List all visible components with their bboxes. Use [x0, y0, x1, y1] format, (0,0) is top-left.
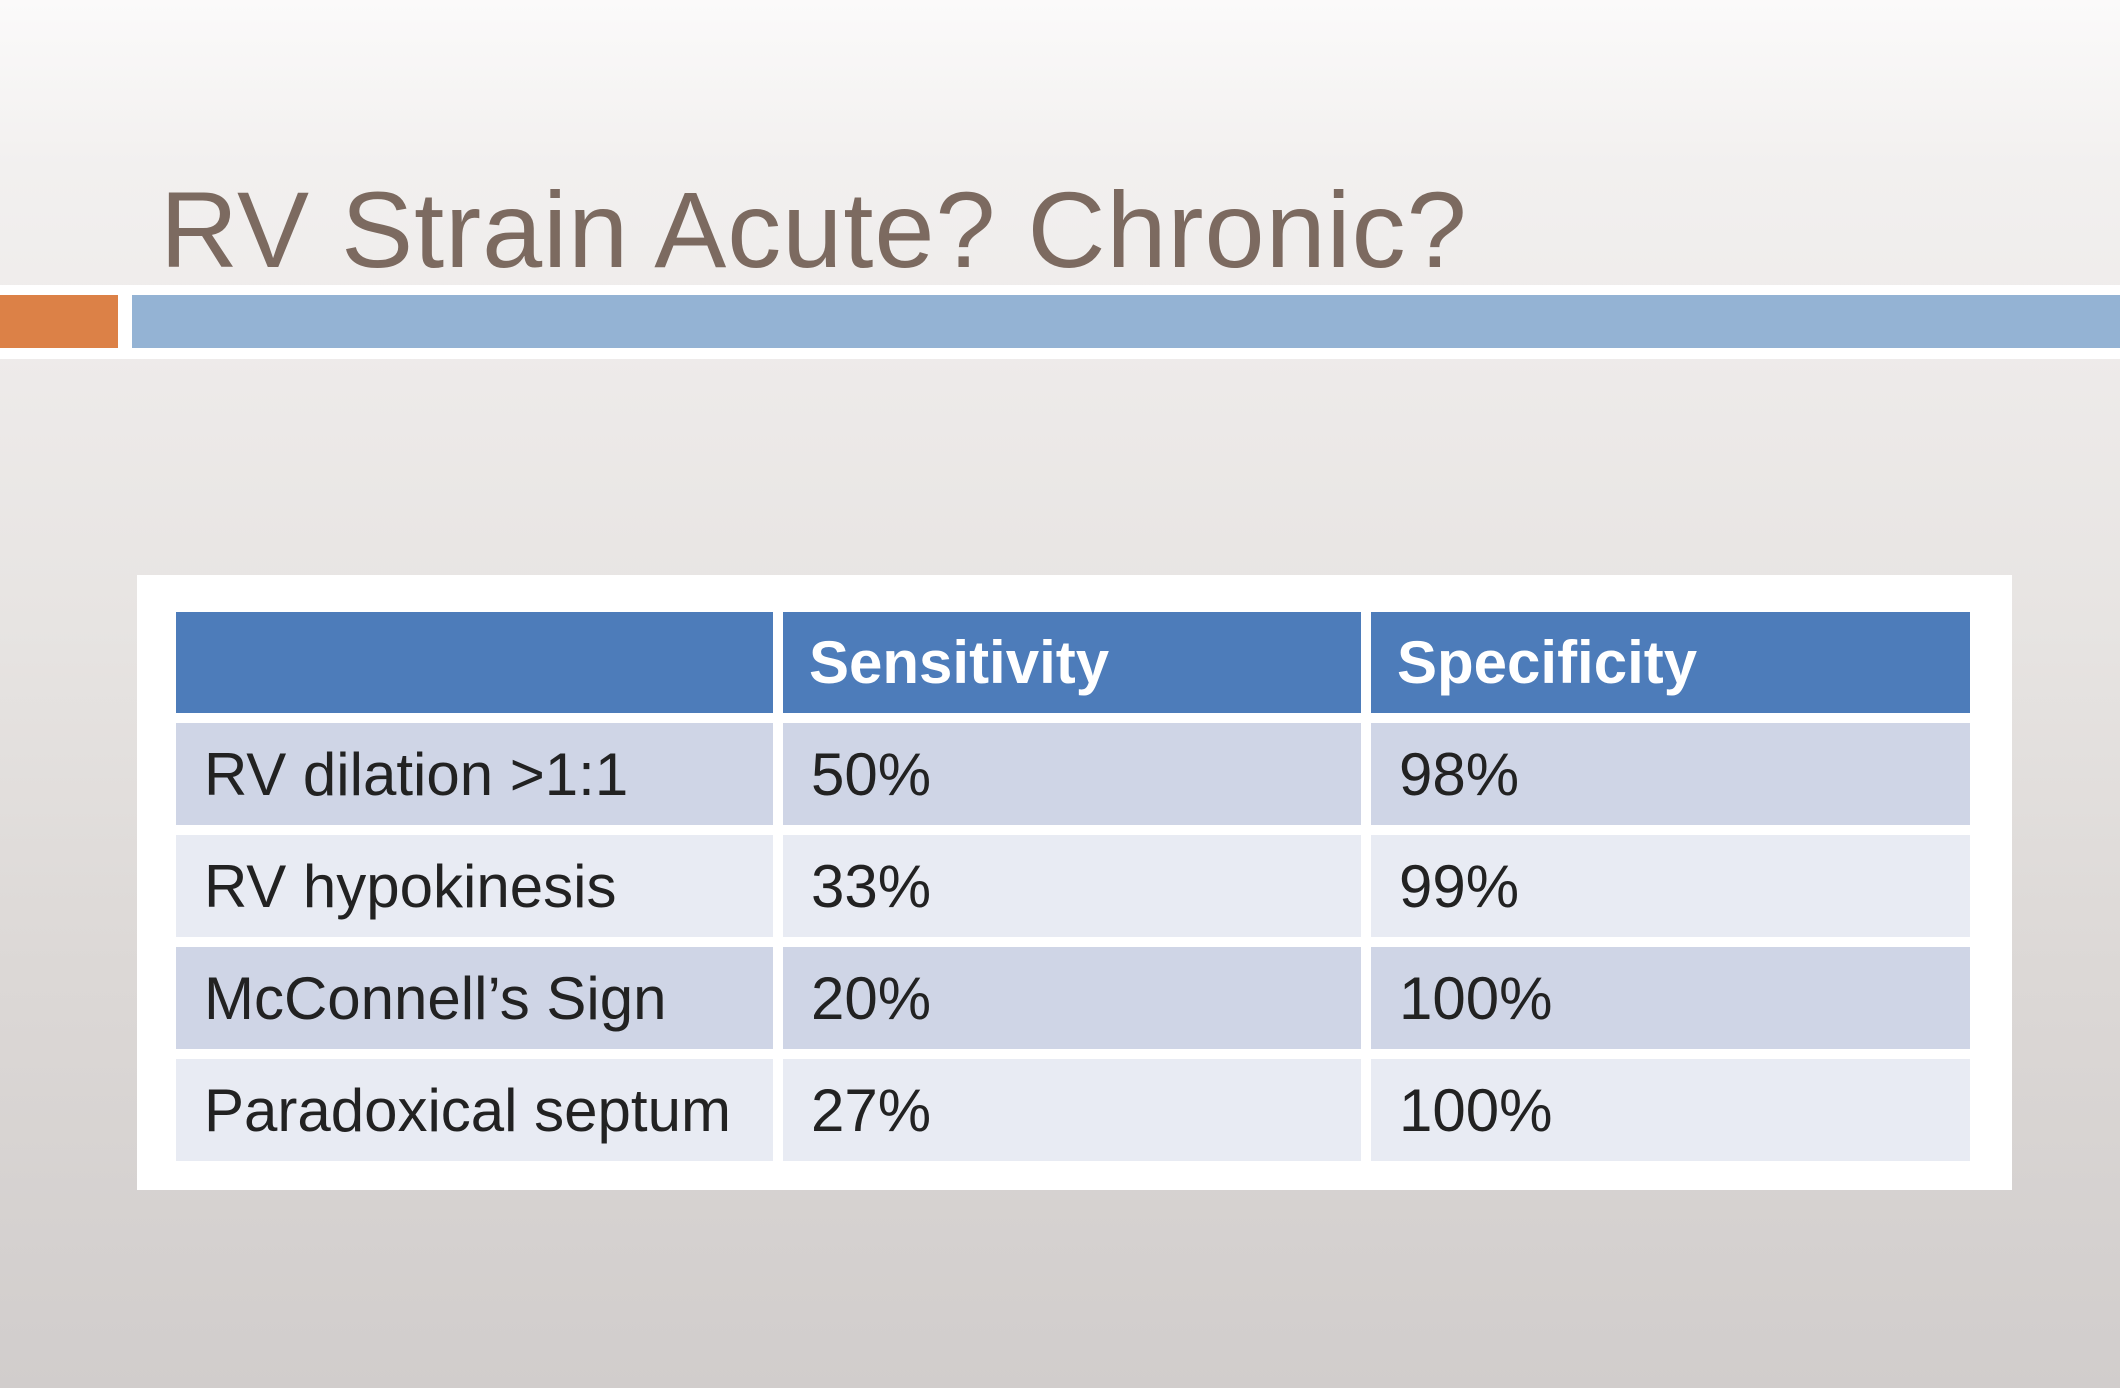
row-label-rv-hypokinesis: RV hypokinesis	[176, 835, 773, 937]
table-header-specificity: Specificity	[1371, 612, 1970, 713]
row-label-rv-dilation: RV dilation >1:1	[176, 723, 773, 825]
row-sensitivity-paradoxical-septum: 27%	[783, 1059, 1361, 1161]
row-specificity-rv-hypokinesis: 99%	[1371, 835, 1970, 937]
row-specificity-mcconnells-sign: 100%	[1371, 947, 1970, 1049]
table-header-empty	[176, 612, 773, 713]
accent-band-blue	[132, 295, 2120, 348]
row-sensitivity-mcconnells-sign: 20%	[783, 947, 1361, 1049]
row-specificity-paradoxical-septum: 100%	[1371, 1059, 1970, 1161]
row-label-paradoxical-septum: Paradoxical septum	[176, 1059, 773, 1161]
row-sensitivity-rv-hypokinesis: 33%	[783, 835, 1361, 937]
slide-title: RV Strain Acute? Chronic?	[160, 169, 1468, 291]
row-specificity-rv-dilation: 98%	[1371, 723, 1970, 825]
row-label-mcconnells-sign: McConnell’s Sign	[176, 947, 773, 1049]
accent-band-orange	[0, 295, 118, 348]
table-header-sensitivity: Sensitivity	[783, 612, 1361, 713]
rv-strain-table: Sensitivity Specificity RV dilation >1:1…	[176, 612, 1970, 1161]
row-sensitivity-rv-dilation: 50%	[783, 723, 1361, 825]
